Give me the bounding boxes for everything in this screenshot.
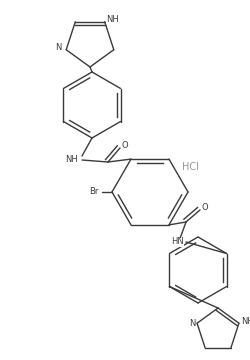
Text: O: O — [202, 202, 208, 211]
Text: HCl: HCl — [182, 162, 198, 172]
Text: NH: NH — [242, 317, 250, 326]
Text: HN: HN — [172, 238, 184, 247]
Text: N: N — [189, 319, 195, 328]
Text: N: N — [55, 43, 62, 52]
Text: NH: NH — [106, 15, 119, 24]
Text: O: O — [122, 140, 128, 149]
Text: Br: Br — [89, 188, 99, 197]
Text: NH: NH — [66, 156, 78, 165]
